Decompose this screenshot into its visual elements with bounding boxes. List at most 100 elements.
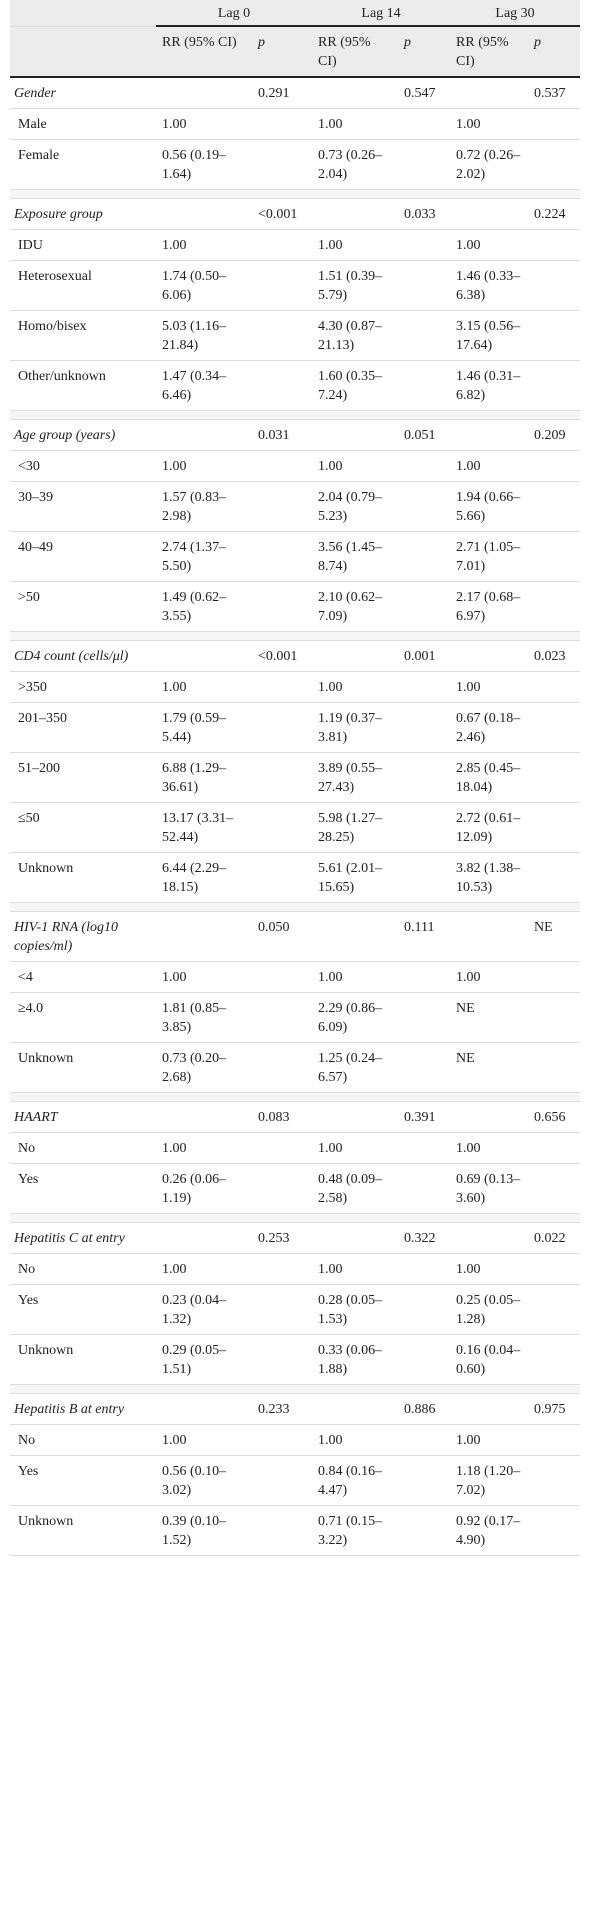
p-value: 0.975 — [528, 1393, 581, 1425]
rr-value: 2.04 (0.79–5.23) — [312, 481, 399, 532]
empty-cell — [528, 1284, 581, 1335]
header-row: Lag 0 Lag 14 Lag 30 — [10, 0, 581, 27]
rr-value: 2.72 (0.61–12.09) — [450, 802, 529, 853]
empty-cell — [528, 1424, 581, 1456]
p-value: <0.001 — [252, 198, 313, 230]
p-header: p — [528, 26, 581, 78]
empty-cell — [528, 802, 581, 853]
row-label: Other/unknown — [10, 360, 156, 411]
empty-cell — [252, 1253, 313, 1285]
data-row: Unknown 0.29 (0.05–1.51) 0.33 (0.06–1.88) 0… — [10, 1334, 581, 1385]
row-label: No — [10, 1132, 156, 1164]
group-label: Exposure group — [10, 198, 156, 230]
spacer-row — [10, 1213, 581, 1223]
empty-cell — [398, 310, 451, 361]
rr-value: 0.92 (0.17–4.90) — [450, 1505, 529, 1556]
p-value: 0.001 — [398, 640, 451, 672]
rr-value: 5.61 (2.01–15.65) — [312, 852, 399, 903]
rr-value: 1.00 — [312, 450, 399, 482]
group-row: Age group (years) 0.031 0.051 0.209 — [10, 419, 581, 451]
row-label: Female — [10, 139, 156, 190]
empty-cell — [252, 1505, 313, 1556]
p-value: 0.886 — [398, 1393, 451, 1425]
empty-cell — [528, 581, 581, 632]
rr-value: 3.89 (0.55–27.43) — [312, 752, 399, 803]
rr-value: 1.46 (0.31–6.82) — [450, 360, 529, 411]
empty-cell — [398, 1334, 451, 1385]
empty-cell — [252, 581, 313, 632]
empty-cell — [398, 1284, 451, 1335]
empty-cell — [252, 961, 313, 993]
rr-value: 0.25 (0.05–1.28) — [450, 1284, 529, 1335]
data-row: ≥4.0 1.81 (0.85–3.85) 2.29 (0.86–6.09) NE — [10, 992, 581, 1043]
rr-value: 1.18 (1.20–7.02) — [450, 1455, 529, 1506]
p-value: 0.050 — [252, 911, 313, 962]
empty-cell — [398, 852, 451, 903]
data-row: Yes 0.23 (0.04–1.32) 0.28 (0.05–1.53) 0.25 … — [10, 1284, 581, 1335]
empty-cell — [156, 77, 252, 109]
empty-cell — [252, 802, 313, 853]
rr-value: 2.17 (0.68–6.97) — [450, 581, 529, 632]
group-row: Gender 0.291 0.547 0.537 — [10, 77, 581, 109]
rr-value: 0.67 (0.18–2.46) — [450, 702, 529, 753]
empty-cell — [156, 911, 252, 962]
data-row: Heterosexual 1.74 (0.50–6.06) 1.51 (0.39–5… — [10, 260, 581, 311]
empty-cell — [450, 911, 529, 962]
empty-cell — [156, 1222, 252, 1254]
data-row: Yes 0.26 (0.06–1.19) 0.48 (0.09–2.58) 0.69 … — [10, 1163, 581, 1214]
rr-value: 1.25 (0.24–6.57) — [312, 1042, 399, 1093]
rr-value: 1.81 (0.85–3.85) — [156, 992, 252, 1043]
empty-cell — [450, 1101, 529, 1133]
empty-cell — [252, 1132, 313, 1164]
p-value: 0.051 — [398, 419, 451, 451]
p-value: 0.083 — [252, 1101, 313, 1133]
data-row: 30–39 1.57 (0.83–2.98) 2.04 (0.79–5.23) 1.9… — [10, 481, 581, 532]
empty-cell — [398, 1455, 451, 1506]
empty-cell — [528, 671, 581, 703]
data-row: No 1.00 1.00 1.00 — [10, 1253, 581, 1285]
empty-cell — [252, 260, 313, 311]
data-row: Other/unknown 1.47 (0.34–6.46) 1.60 (0.35–… — [10, 360, 581, 411]
empty-cell — [398, 702, 451, 753]
group-row: HIV-1 RNA (log10 copies/ml) 0.050 0.111 NE — [10, 911, 581, 962]
rr-value: 1.00 — [156, 1253, 252, 1285]
rr-value: 0.71 (0.15–3.22) — [312, 1505, 399, 1556]
empty-cell — [398, 481, 451, 532]
rr-value: 0.48 (0.09–2.58) — [312, 1163, 399, 1214]
spacer-row — [10, 1092, 581, 1102]
data-row: >50 1.49 (0.62–3.55) 2.10 (0.62–7.09) 2.17 … — [10, 581, 581, 632]
rr-value: 1.00 — [312, 671, 399, 703]
rr-value: 1.00 — [450, 1132, 529, 1164]
empty-cell — [252, 229, 313, 261]
row-label: No — [10, 1253, 156, 1285]
group-row: CD4 count (cells/μl) <0.001 0.001 0.023 — [10, 640, 581, 672]
data-row: <30 1.00 1.00 1.00 — [10, 450, 581, 482]
empty-cell — [252, 481, 313, 532]
rr-value: 0.72 (0.26–2.02) — [450, 139, 529, 190]
rr-value: 1.00 — [312, 1424, 399, 1456]
data-row: Male 1.00 1.00 1.00 — [10, 108, 581, 140]
lag-header: Lag 0 — [156, 0, 313, 27]
empty-cell — [252, 1042, 313, 1093]
row-label: 201–350 — [10, 702, 156, 753]
spacer-row — [10, 902, 581, 912]
rr-value: 1.00 — [312, 1253, 399, 1285]
spacer-cell — [10, 410, 581, 420]
rr-value: 1.00 — [312, 961, 399, 993]
p-value: 0.291 — [252, 77, 313, 109]
row-label: 40–49 — [10, 531, 156, 582]
empty-cell — [398, 229, 451, 261]
rr-value: 1.79 (0.59–5.44) — [156, 702, 252, 753]
row-label: Unknown — [10, 852, 156, 903]
group-label: Age group (years) — [10, 419, 156, 451]
empty-cell — [398, 1132, 451, 1164]
empty-cell — [528, 310, 581, 361]
rr-value: 1.00 — [156, 1424, 252, 1456]
empty-cell — [312, 419, 399, 451]
data-row: ≤50 13.17 (3.31–52.44) 5.98 (1.27–28.25) 2.… — [10, 802, 581, 853]
empty-cell — [398, 752, 451, 803]
data-row: Homo/bisex 5.03 (1.16–21.84) 4.30 (0.87–21… — [10, 310, 581, 361]
empty-cell — [312, 1101, 399, 1133]
empty-cell — [252, 1163, 313, 1214]
rr-value: 0.29 (0.05–1.51) — [156, 1334, 252, 1385]
